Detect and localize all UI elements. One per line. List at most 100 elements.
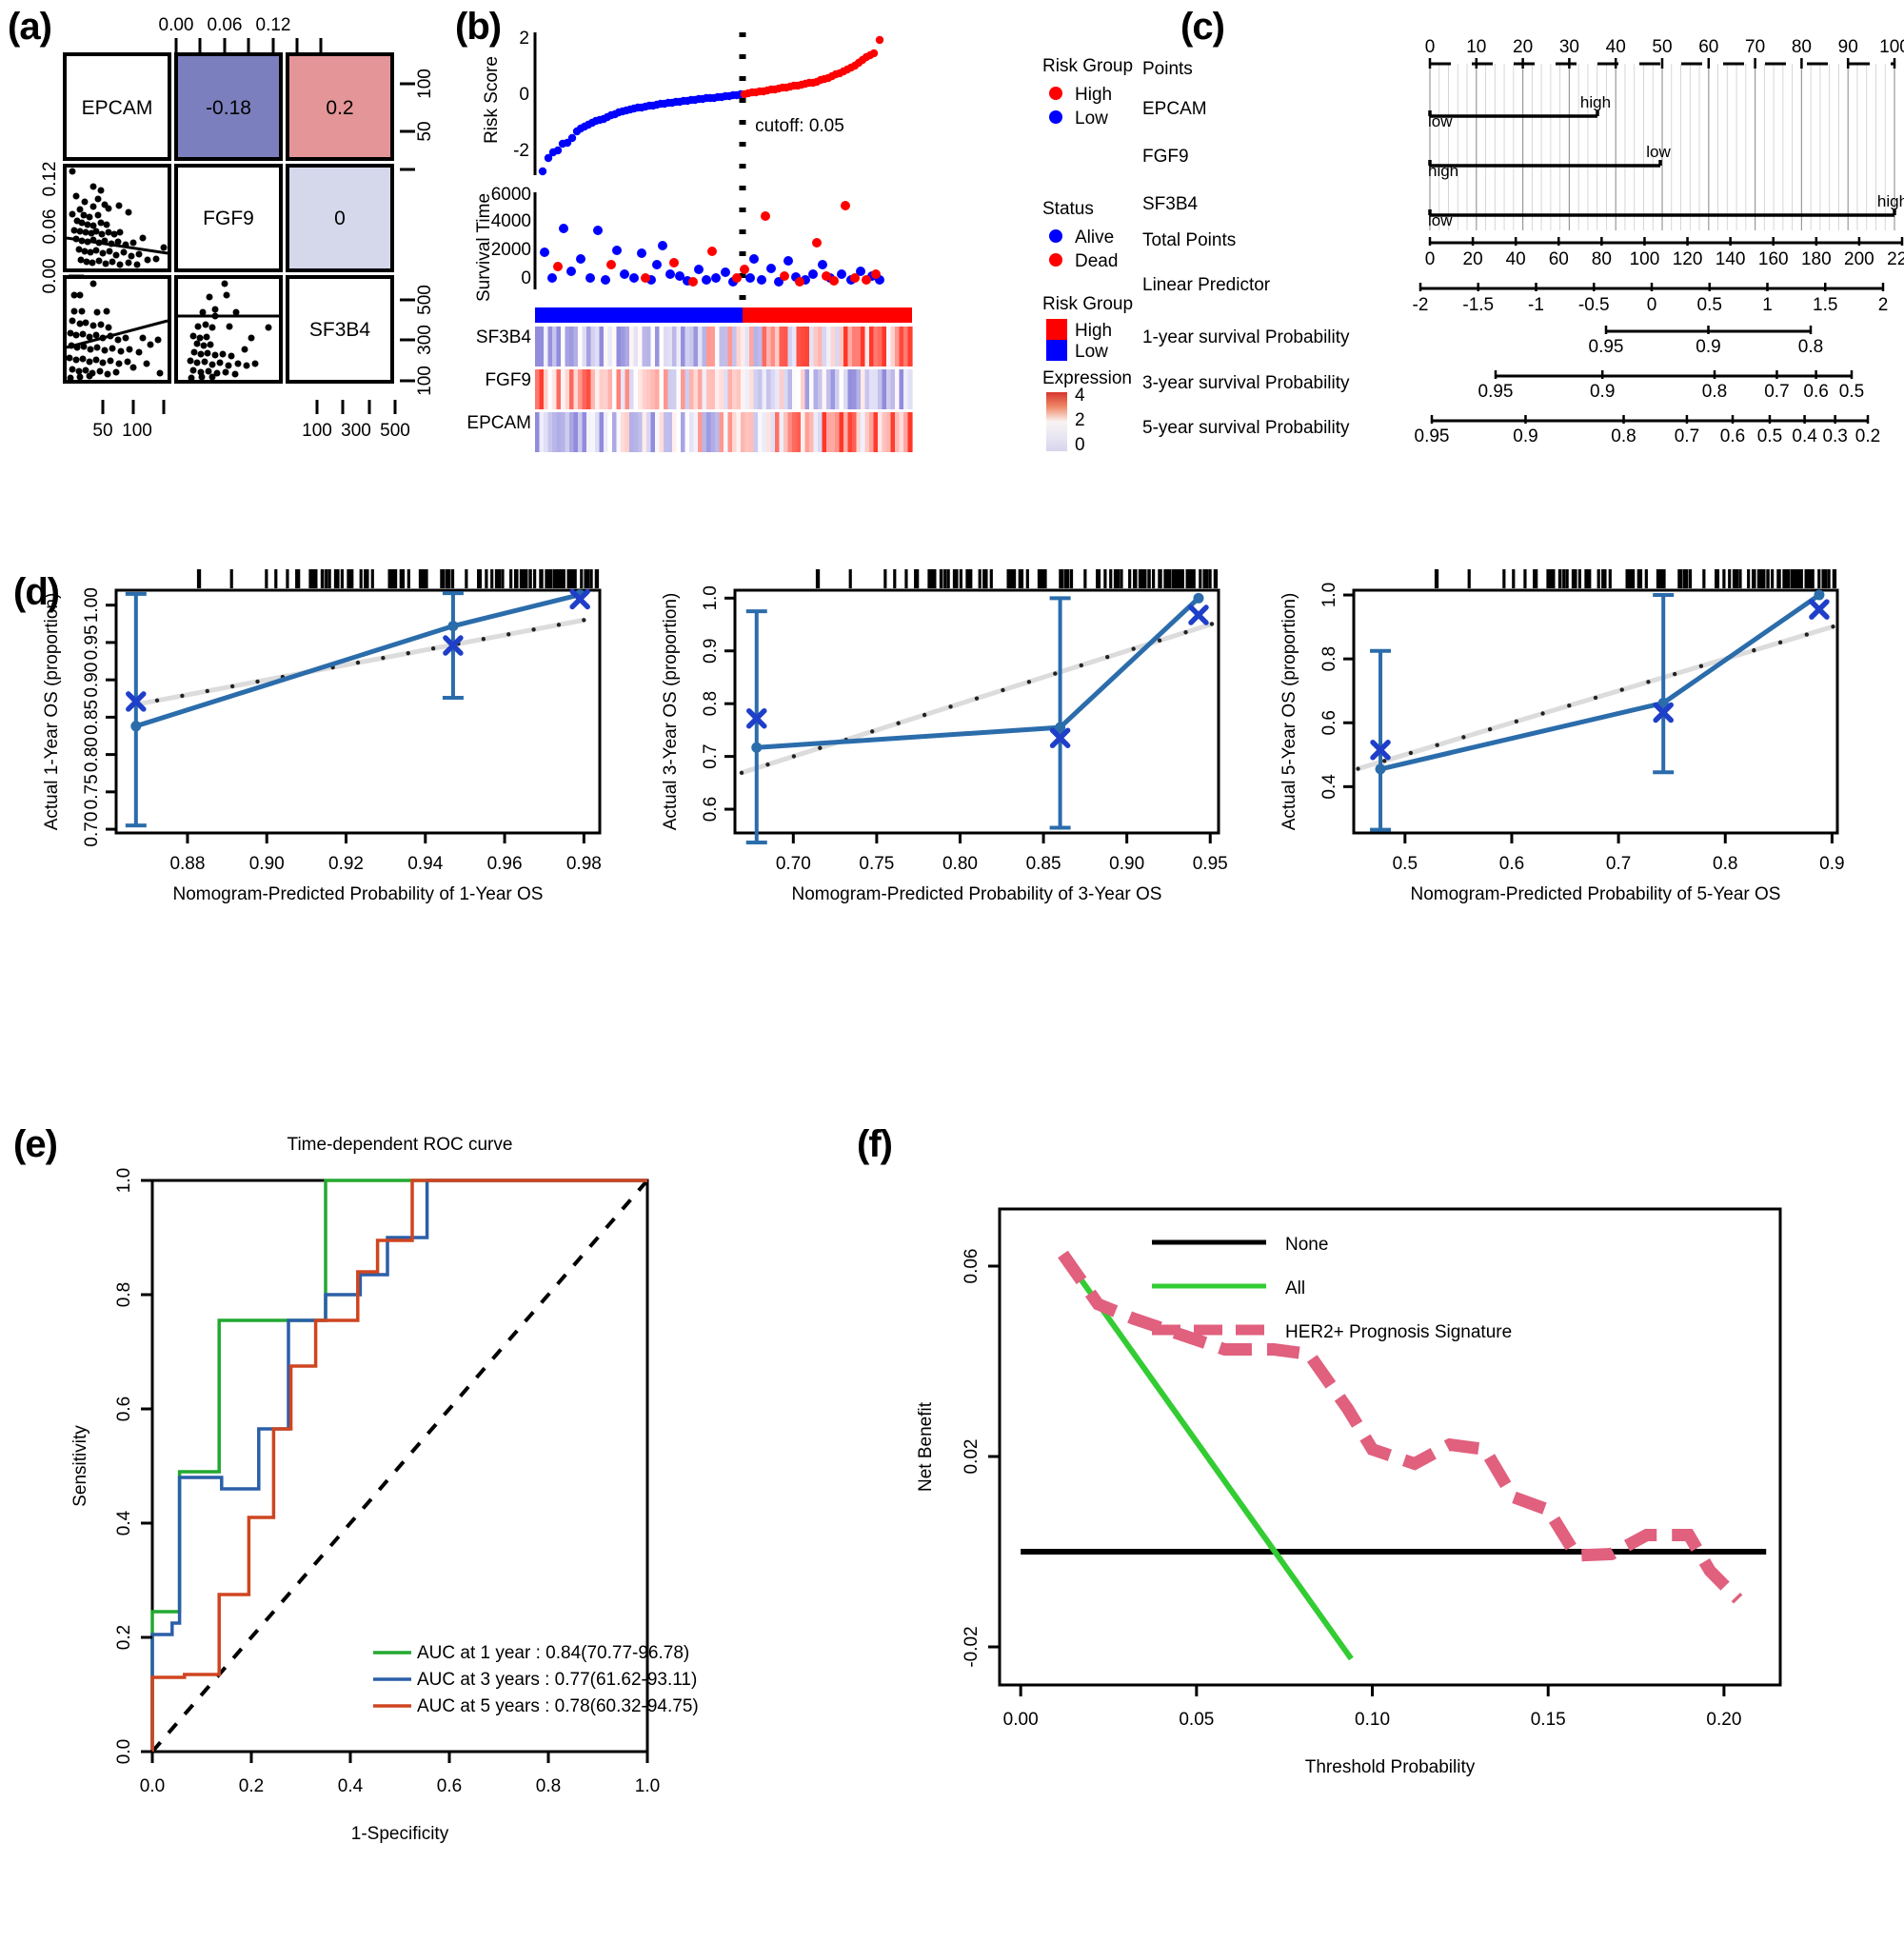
heatmap-cell (770, 412, 776, 452)
heatmap-cell (573, 327, 579, 367)
heatmap-cell (864, 327, 870, 367)
nomo-surv-tick-label: 0.9 (1590, 382, 1615, 402)
heatmap-cell (664, 369, 669, 409)
legend-box-high-label: High (1075, 321, 1112, 341)
expression-tick-0: 0 (1075, 435, 1085, 455)
calibration-xtick-label: 0.8 (1713, 854, 1737, 874)
nomo-total-axis: 0 20 40 60 80 100 120 140 160 180 200 220 (1425, 237, 1904, 269)
heatmap-cell (599, 327, 605, 367)
calibration-xtick-label: 0.88 (169, 854, 205, 874)
nomo-total-tick-label: 60 (1549, 249, 1569, 269)
heatmap-cell (762, 369, 767, 409)
a-right-low-0: 500 (415, 285, 435, 315)
heatmap-cell (625, 327, 630, 367)
heatmap-cell (886, 412, 892, 452)
heatmap-cell (604, 327, 609, 367)
nomo-linpred-axis: -2 -1.5 -1 -0.5 0 0.5 1 1.5 2 (1413, 283, 1888, 315)
heatmap-cell (612, 412, 618, 452)
heatmap-cell (535, 412, 541, 452)
nomo-lp-tick-label: 0 (1647, 295, 1657, 315)
nomo-total-tick-label: 100 (1630, 249, 1660, 269)
heatmap-cell (586, 327, 592, 367)
a-bot-r-1: 300 (341, 421, 371, 441)
heatmap-cell (552, 369, 558, 409)
nomo-lp-tick-label: 1.5 (1813, 295, 1837, 315)
heatmap-cell (801, 327, 806, 367)
heatmap-cell (667, 369, 673, 409)
heatmap-cell (861, 327, 866, 367)
heatmap-cell (727, 369, 733, 409)
heatmap-cell (835, 412, 841, 452)
heatmap-cell (783, 327, 789, 367)
heatmap-cell (590, 327, 596, 367)
dca-ytick-label: -0.02 (962, 1626, 982, 1667)
heatmap-cell (544, 369, 549, 409)
heatmap-cell (612, 327, 618, 367)
nomo-points-tick-label: 20 (1513, 37, 1533, 57)
survival-time-subplot: Survival Time 6000 4000 2000 0 (474, 185, 884, 302)
trendline-2 (66, 319, 169, 349)
heatmap-cell (719, 327, 724, 367)
heatmap-cell (681, 412, 686, 452)
heatmap-cell (582, 327, 587, 367)
legend-box-low-label: Low (1075, 342, 1108, 362)
cell-corr-epcam-fgf9 (174, 52, 283, 161)
heatmap-cell (873, 412, 879, 452)
heatmap-cell (646, 412, 652, 452)
heatmap-cell (869, 412, 875, 452)
heatmap-cell (744, 369, 750, 409)
heatmap-cell (732, 369, 738, 409)
heatmap-cell (796, 369, 802, 409)
scatter-pts-2 (66, 280, 164, 382)
heatmap-cell (813, 327, 819, 367)
heatmap-cell (783, 369, 789, 409)
nomo-surv-tick-label: 0.9 (1696, 337, 1720, 357)
roc-ytick-label: 0.6 (114, 1397, 134, 1421)
nomo-label-5yr: 5-year survival Probability (1142, 418, 1350, 438)
nomo-surv-tick-label: 0.95 (1589, 337, 1624, 357)
heatmap-cell (813, 412, 819, 452)
a-right-tick-1: 50 (415, 121, 435, 141)
heatmap-cell (578, 369, 584, 409)
a-right-tick-0: 100 (415, 69, 435, 99)
heatmap-cell (822, 327, 827, 367)
dca-xtick-label: 0.00 (1003, 1710, 1039, 1730)
heatmap-cell (899, 327, 904, 367)
nomo-label-fgf9: FGF9 (1142, 147, 1189, 167)
panel-b-label: (b) (455, 6, 502, 48)
nomo-total-tick-label: 180 (1801, 249, 1832, 269)
heatmap-cell (552, 412, 558, 452)
heatmap-cell (638, 412, 644, 452)
heatmap-cell (684, 369, 690, 409)
legend-risk-group-title: Risk Group (1042, 56, 1133, 76)
calibration-ytick-label: 0.95 (82, 624, 102, 660)
heatmap-cell (839, 412, 844, 452)
heatmap-cell (741, 412, 746, 452)
heatmap-row-sf3b4: SF3B4 (476, 327, 532, 347)
heatmap-cell (732, 327, 738, 367)
heatmap-cell (770, 327, 776, 367)
heatmap-cell (544, 327, 549, 367)
panel-d-calibration-5yr: 0.5 0.6 0.7 0.8 0.9 0.4 0.6 0.8 1.0 Nomogram-Pred… (1266, 569, 1856, 914)
heatmap-cell (818, 327, 823, 367)
heatmap-cell (633, 327, 639, 367)
heatmap-cell (650, 369, 656, 409)
trendline-1 (66, 236, 169, 255)
nomo-lp-tick-label: 0.5 (1697, 295, 1722, 315)
heatmap-cell (607, 327, 613, 367)
heatmap-cell (852, 327, 858, 367)
heatmap-cell (698, 327, 704, 367)
heatmap-cell (702, 369, 707, 409)
heatmap-cell (667, 412, 673, 452)
risk-score-subplot: Risk Score 2 0 -2 (482, 29, 884, 176)
nomo-points-tick-label: 50 (1652, 37, 1672, 57)
roc-legend-label: AUC at 5 years : 0.78(60.32-94.75) (417, 1696, 699, 1716)
heatmap-cell (715, 412, 721, 452)
heatmap-cell (604, 412, 609, 452)
heatmap-cell (749, 412, 755, 452)
heatmap-cell (693, 369, 699, 409)
heatmap-cell (830, 369, 836, 409)
heatmap-cell (664, 412, 669, 452)
heatmap-cell (766, 369, 772, 409)
legend-dot-high (1049, 87, 1062, 100)
